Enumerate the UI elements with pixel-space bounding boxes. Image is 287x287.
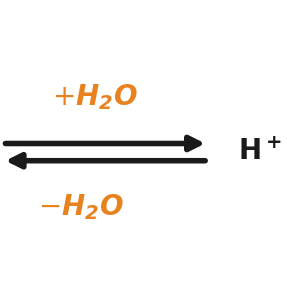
Text: $\mathregular{H^+}$: $\mathregular{H^+}$ — [238, 138, 281, 166]
Text: $-\mathregular{H_2O}$: $-\mathregular{H_2O}$ — [38, 192, 124, 222]
Text: $+\mathregular{H_2O}$: $+\mathregular{H_2O}$ — [52, 83, 137, 113]
